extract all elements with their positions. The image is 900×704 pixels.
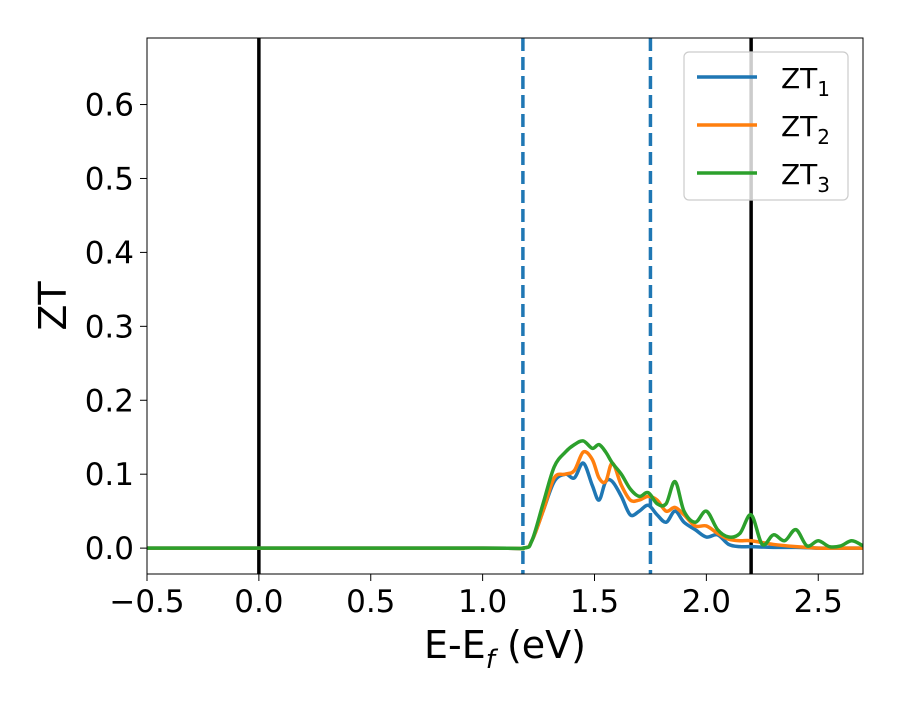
series-line-zt3 bbox=[147, 439, 863, 551]
legend-label-zt3: ZT3 bbox=[781, 158, 830, 197]
y-tick-label: 0.1 bbox=[85, 457, 134, 493]
x-tick-label: 0.0 bbox=[234, 584, 283, 620]
y-axis-label: ZT bbox=[31, 281, 75, 331]
reference-lines bbox=[257, 38, 753, 574]
x-tick-label: 2.0 bbox=[682, 584, 731, 620]
y-tick-label: 0.5 bbox=[85, 161, 134, 197]
series-line-zt2 bbox=[147, 449, 863, 551]
y-tick-label: 0.4 bbox=[85, 235, 134, 271]
series-lines bbox=[147, 439, 863, 551]
x-axis-ticks: −0.5 0.0 0.5 1.0 1.5 2.0 2.5 bbox=[109, 574, 843, 620]
legend-box bbox=[683, 51, 849, 201]
y-axis-ticks: 0.0 0.1 0.2 0.3 0.4 0.5 0.6 bbox=[85, 88, 147, 567]
x-tick-label: 2.5 bbox=[794, 584, 843, 620]
legend-label-zt2: ZT2 bbox=[781, 110, 830, 149]
y-tick-label: 0.6 bbox=[85, 88, 134, 124]
x-tick-label: 1.5 bbox=[570, 584, 619, 620]
legend-label-zt1: ZT1 bbox=[781, 62, 830, 101]
series-line-zt1 bbox=[147, 461, 863, 551]
x-tick-label: 1.0 bbox=[458, 584, 507, 620]
legend: ZT1 ZT2 ZT3 bbox=[683, 51, 849, 201]
y-tick-label: 0.2 bbox=[85, 383, 134, 419]
x-tick-label: −0.5 bbox=[109, 584, 184, 620]
x-tick-label: 0.5 bbox=[346, 584, 395, 620]
y-tick-label: 0.3 bbox=[85, 309, 134, 345]
x-axis-label: E-Ef (eV) bbox=[424, 623, 586, 675]
plot-frame bbox=[146, 37, 864, 575]
y-tick-label: 0.0 bbox=[85, 531, 134, 567]
